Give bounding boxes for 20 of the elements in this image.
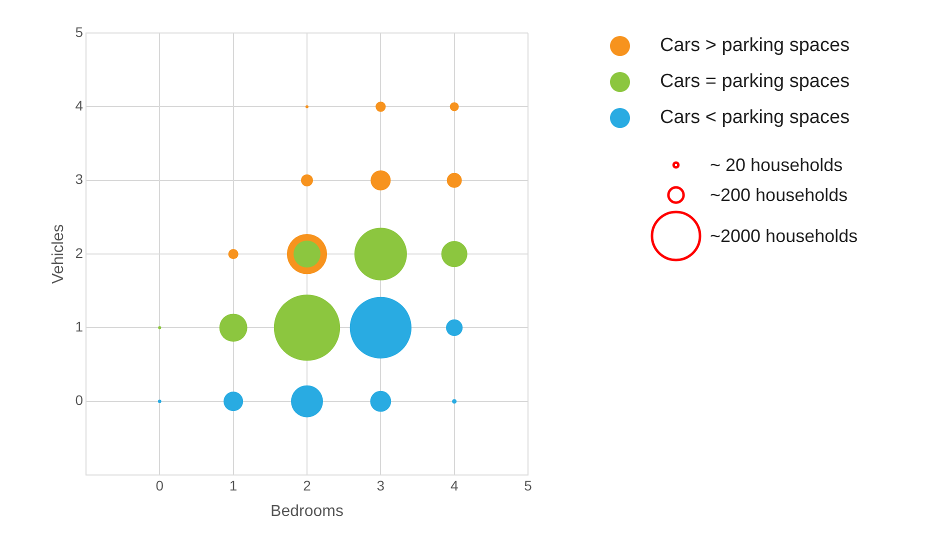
x-tick-label: 0	[156, 477, 164, 494]
y-tick-label: 5	[75, 24, 84, 40]
y-tick-label: 2	[75, 244, 84, 261]
x-tick-label: 2	[303, 477, 312, 494]
legend-label: ~2000 households	[710, 226, 858, 246]
y-axis-title: Vehicles	[50, 224, 68, 284]
legend-label: ~ 20 households	[710, 154, 843, 176]
y-tick-label: 4	[75, 98, 84, 114]
x-axis-title: Bedrooms	[270, 502, 344, 520]
legend-label: ~200 households	[710, 184, 848, 206]
x-tick-label: 1	[229, 477, 238, 494]
y-tick-label: 1	[75, 318, 84, 335]
legend-label: Cars < parking spaces	[660, 107, 850, 129]
x-tick-label: 5	[524, 477, 532, 494]
legend-label: Cars = parking spaces	[660, 71, 850, 93]
x-tick-label: 4	[450, 477, 458, 494]
y-tick-label: 0	[75, 392, 84, 408]
legend-label: Cars > parking spaces	[660, 35, 850, 57]
x-tick-label: 3	[376, 477, 385, 494]
y-tick-label: 3	[75, 171, 84, 188]
